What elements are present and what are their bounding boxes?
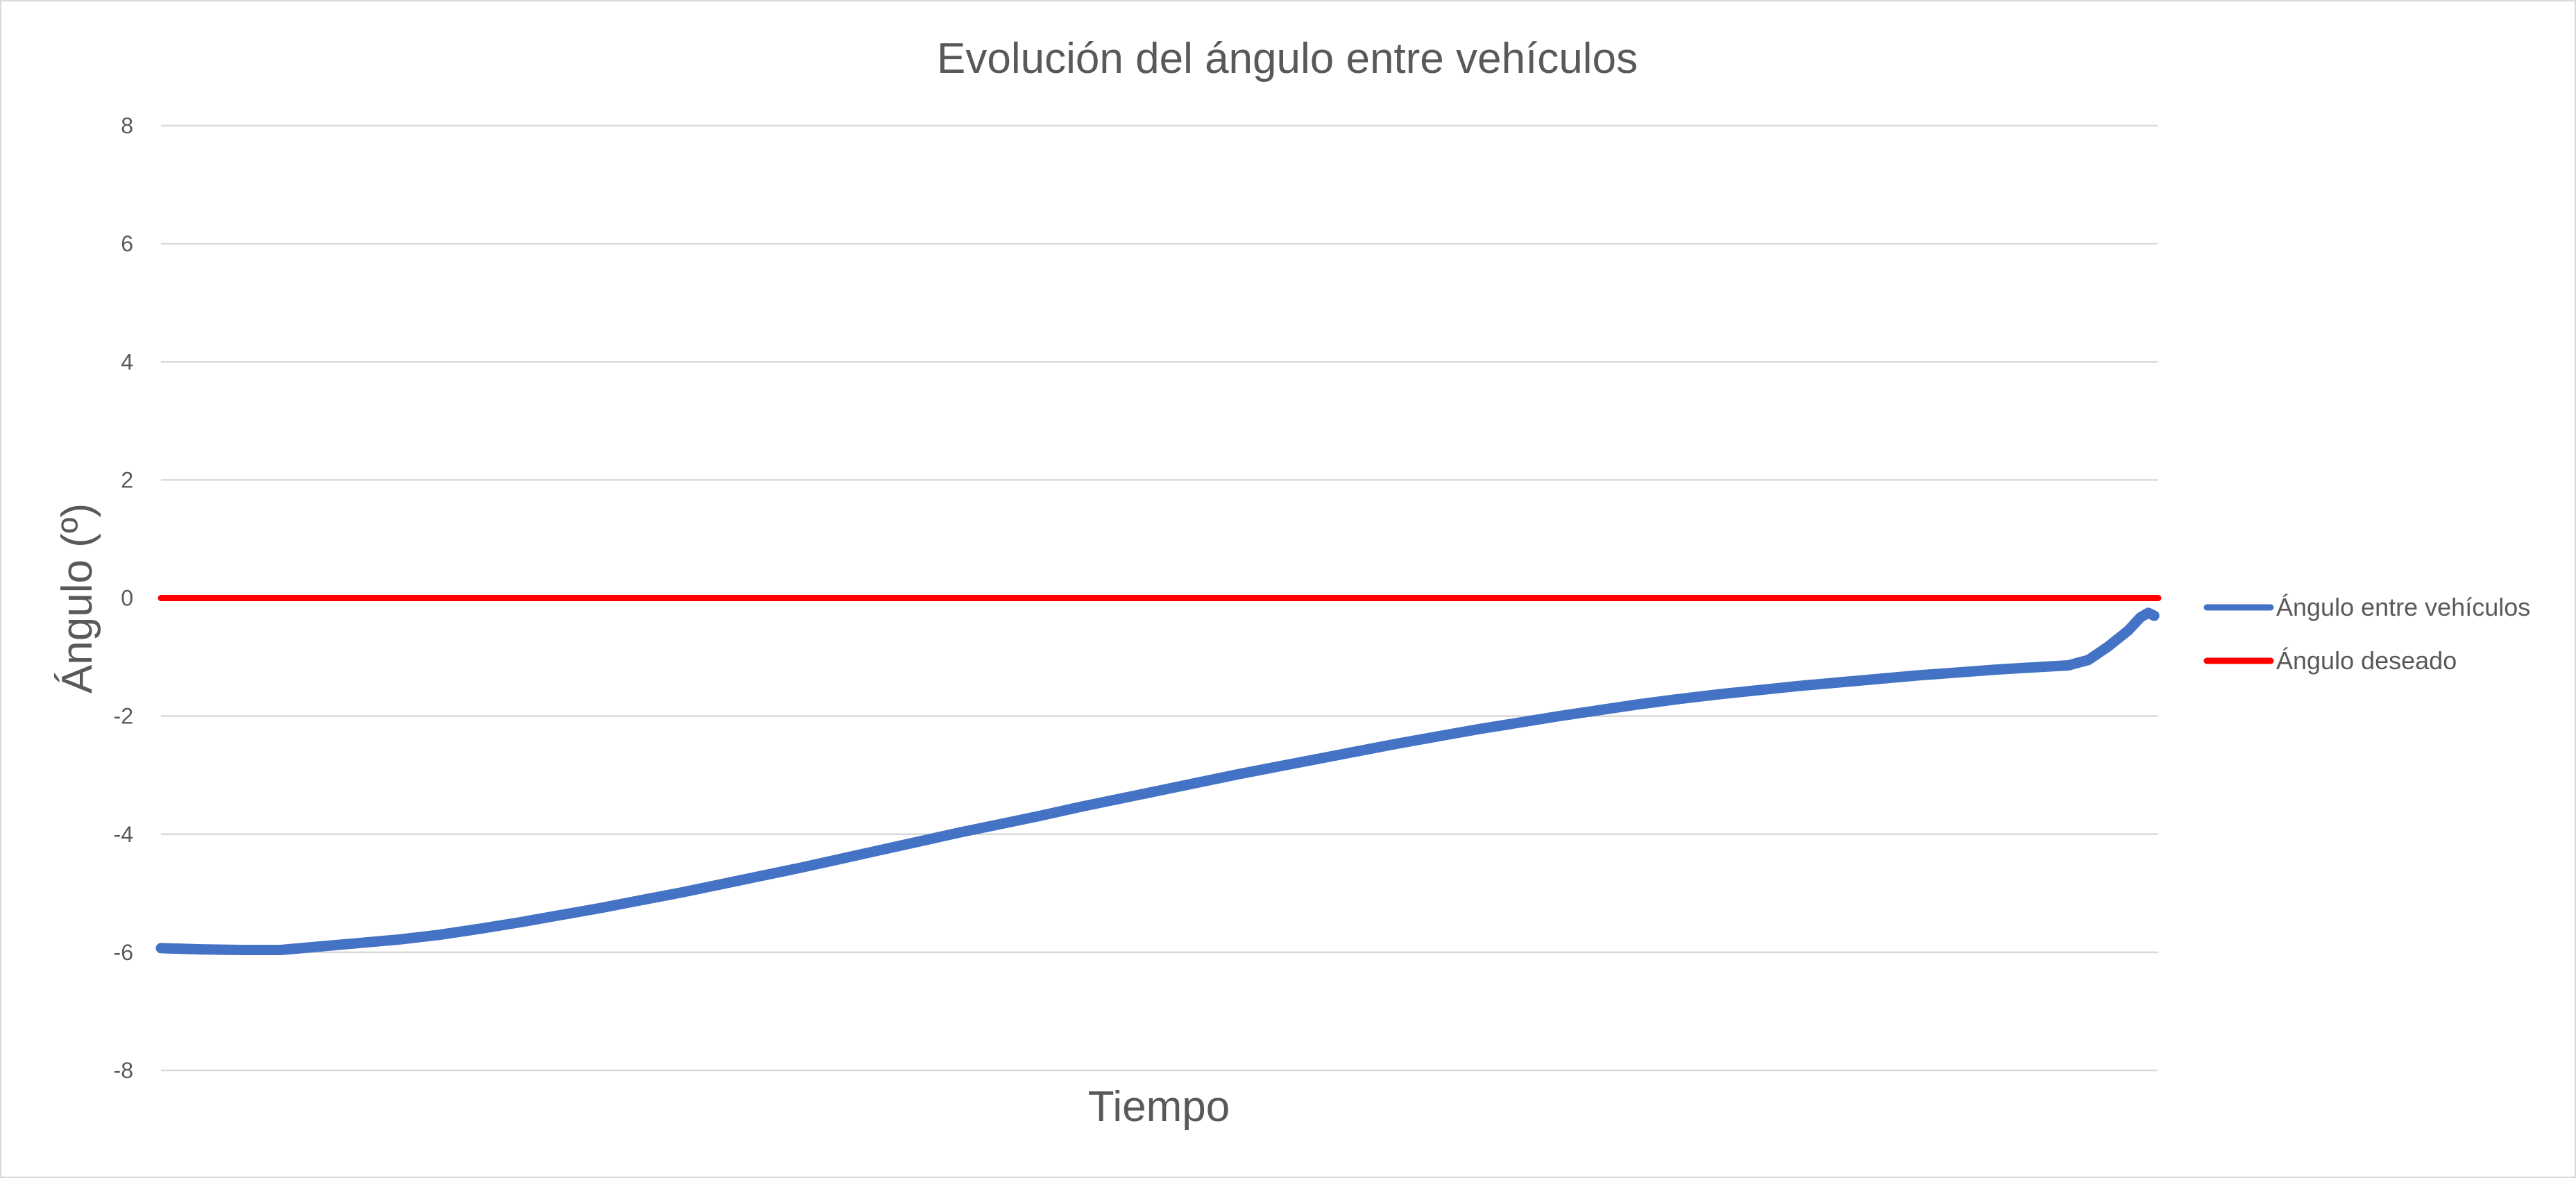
chart-title: Evolución del ángulo entre vehículos xyxy=(937,35,1638,83)
legend-label-angulo-deseado: Ángulo deseado xyxy=(2276,646,2457,675)
y-tick-label: 2 xyxy=(121,467,133,492)
y-axis-title: Ángulo (º) xyxy=(53,503,101,693)
y-tick-label: -8 xyxy=(114,1058,133,1083)
y-tick-label: 8 xyxy=(121,113,133,138)
y-axis-ticks: -8 -6 -4 -2 0 2 4 6 8 xyxy=(114,113,133,1083)
x-axis-title: Tiempo xyxy=(1088,1083,1230,1131)
y-tick-label: 6 xyxy=(121,231,133,256)
y-tick-label: -2 xyxy=(114,704,133,729)
y-tick-label: -6 xyxy=(114,940,133,965)
data-series xyxy=(155,595,2162,955)
gridlines xyxy=(161,124,2158,1072)
y-tick-label: 4 xyxy=(121,349,133,374)
y-tick-label: 0 xyxy=(121,586,133,611)
legend-label-angulo-entre-vehiculos: Ángulo entre vehículos xyxy=(2276,593,2530,621)
legend: Ángulo entre vehículos Ángulo deseado xyxy=(2203,593,2530,675)
y-tick-label: -4 xyxy=(114,822,133,847)
series-line-angulo-entre-vehiculos xyxy=(155,607,2160,955)
